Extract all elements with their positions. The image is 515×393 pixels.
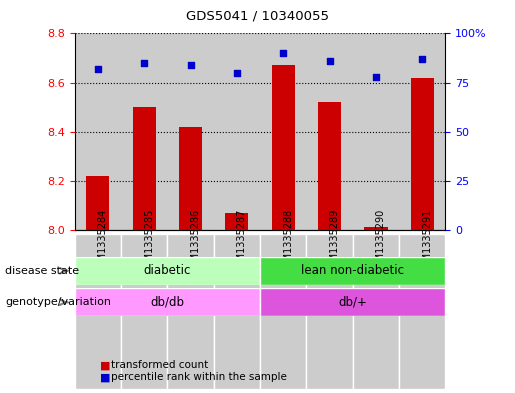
Text: GSM1335291: GSM1335291	[422, 209, 432, 274]
Text: GSM1335285: GSM1335285	[144, 209, 154, 274]
Bar	[179, 127, 202, 230]
Text: GSM1335289: GSM1335289	[330, 209, 339, 274]
Bar	[410, 78, 434, 230]
Point	[140, 60, 148, 66]
Bar	[214, 33, 260, 230]
Bar	[399, 33, 445, 230]
Text: diabetic: diabetic	[144, 264, 191, 277]
Bar	[353, 234, 399, 389]
Point	[372, 73, 380, 80]
Bar	[260, 33, 306, 230]
Bar	[75, 234, 121, 389]
Text: GSM1335290: GSM1335290	[376, 209, 386, 274]
Bar	[75, 33, 121, 230]
Bar	[260, 257, 445, 285]
Bar	[75, 288, 260, 316]
Point	[279, 50, 287, 56]
Bar	[86, 176, 109, 230]
Bar	[75, 257, 260, 285]
Bar	[272, 65, 295, 230]
Bar	[306, 234, 353, 389]
Text: genotype/variation: genotype/variation	[5, 297, 111, 307]
Bar	[226, 213, 248, 230]
Text: ■: ■	[100, 372, 111, 382]
Point	[94, 66, 102, 72]
Bar	[167, 234, 214, 389]
Text: percentile rank within the sample: percentile rank within the sample	[111, 372, 287, 382]
Point	[233, 70, 241, 76]
Bar	[306, 33, 353, 230]
Text: transformed count: transformed count	[111, 360, 208, 371]
Text: db/+: db/+	[338, 296, 367, 309]
Bar	[167, 33, 214, 230]
Point	[418, 56, 426, 62]
Bar	[121, 234, 167, 389]
Text: ■: ■	[100, 360, 111, 371]
Text: disease state: disease state	[5, 266, 79, 276]
Text: GSM1335287: GSM1335287	[237, 209, 247, 274]
Text: db/db: db/db	[150, 296, 184, 309]
Point	[186, 62, 195, 68]
Point	[325, 58, 334, 64]
Bar	[364, 228, 387, 230]
Text: GSM1335284: GSM1335284	[98, 209, 108, 274]
Bar	[133, 107, 156, 230]
Bar	[318, 102, 341, 230]
Text: GDS5041 / 10340055: GDS5041 / 10340055	[186, 10, 329, 23]
Text: GSM1335288: GSM1335288	[283, 209, 293, 274]
Bar	[260, 234, 306, 389]
Text: GSM1335286: GSM1335286	[191, 209, 200, 274]
Bar	[353, 33, 399, 230]
Bar	[260, 288, 445, 316]
Bar	[121, 33, 167, 230]
Bar	[214, 234, 260, 389]
Text: lean non-diabetic: lean non-diabetic	[301, 264, 404, 277]
Bar	[399, 234, 445, 389]
